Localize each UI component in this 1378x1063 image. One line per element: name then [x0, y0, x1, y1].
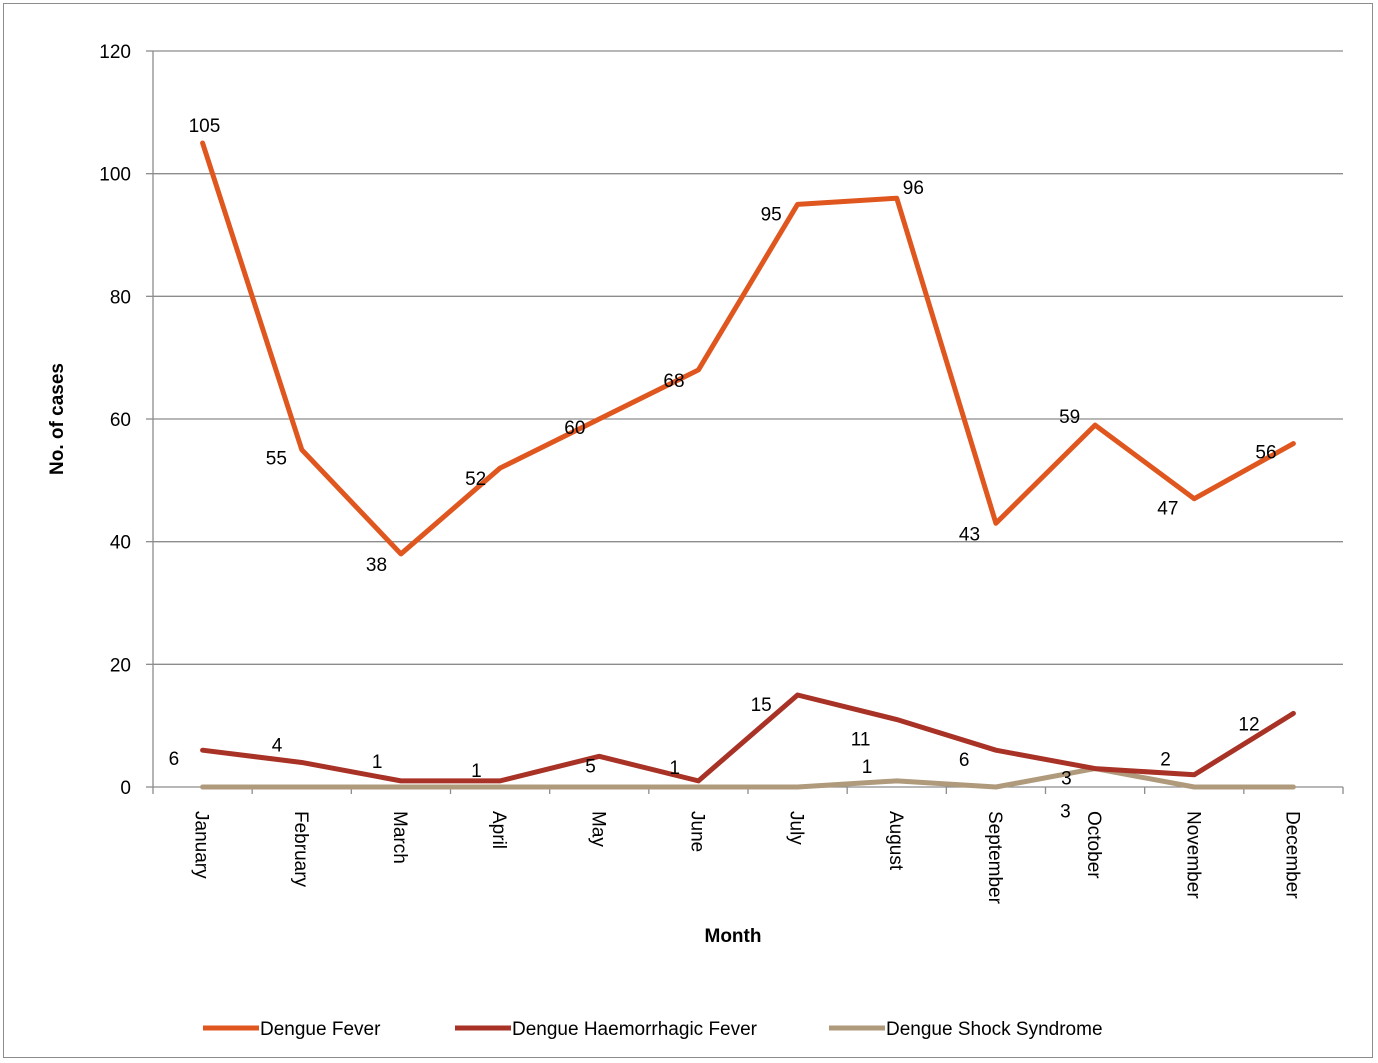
- x-tick-label: March: [389, 811, 410, 864]
- data-label: 56: [1255, 443, 1276, 464]
- x-tick-label: July: [786, 811, 807, 845]
- x-tick-label: October: [1083, 811, 1104, 879]
- chart-frame: [3, 3, 1373, 1058]
- data-label: 2: [1160, 750, 1171, 771]
- x-tick-label: November: [1182, 811, 1203, 899]
- data-label: 11: [851, 730, 871, 751]
- data-label: 68: [663, 371, 684, 392]
- data-label: 3: [1061, 769, 1072, 790]
- data-label: 59: [1059, 407, 1080, 428]
- series-lines: [200, 140, 1296, 790]
- data-label: 1: [862, 757, 873, 778]
- y-tick-label: 120: [99, 42, 131, 63]
- gridlines: [153, 50, 1343, 665]
- data-label: 105: [189, 116, 221, 137]
- x-tick-label: January: [191, 811, 212, 879]
- data-label: 15: [751, 695, 772, 716]
- legend-label: Dengue Haemorrhagic Fever: [512, 1019, 758, 1040]
- y-tick-label: 100: [99, 165, 131, 186]
- data-label: 96: [903, 178, 924, 199]
- data-label: 52: [465, 469, 486, 490]
- data-label: 47: [1157, 499, 1178, 520]
- y-tick-label: 60: [110, 410, 131, 431]
- x-tick-label: August: [885, 811, 906, 871]
- x-tick-label: September: [984, 811, 1005, 905]
- data-label: 43: [959, 524, 980, 545]
- y-tick-label: 40: [110, 533, 131, 554]
- legend-label: Dengue Shock Syndrome: [886, 1019, 1103, 1040]
- data-label: 60: [564, 418, 585, 439]
- x-tick-labels: January February March April May June July Augu…: [191, 811, 1303, 905]
- x-tick-label: December: [1281, 811, 1302, 899]
- x-tick-label: April: [488, 811, 509, 849]
- x-axis-title: Month: [705, 926, 762, 947]
- data-label: 6: [959, 750, 970, 771]
- data-label: 1: [471, 761, 482, 782]
- data-label: 5: [585, 756, 596, 777]
- legend: Dengue Fever Dengue Haemorrhagic Fever Den…: [203, 1019, 1103, 1040]
- y-tick-labels: 0 20 40 60 80 100 120: [99, 42, 131, 799]
- data-label: 1: [669, 758, 680, 779]
- data-label: 95: [761, 204, 782, 225]
- data-label: 55: [266, 449, 287, 470]
- data-label: 3: [1060, 802, 1071, 823]
- axes: [146, 50, 1344, 794]
- y-axis-title: No. of cases: [47, 363, 68, 475]
- data-label: 38: [366, 555, 387, 576]
- x-tick-label: February: [290, 811, 311, 888]
- data-label: 1: [372, 752, 383, 773]
- data-label: 12: [1238, 714, 1259, 735]
- series-line: [200, 140, 1296, 557]
- y-tick-label: 80: [110, 287, 131, 308]
- x-tick-label: June: [686, 811, 707, 852]
- y-tick-label: 0: [120, 778, 131, 799]
- series-line: [200, 692, 1296, 784]
- data-label: 6: [169, 749, 180, 770]
- data-label: 4: [272, 735, 283, 756]
- y-tick-label: 20: [110, 655, 131, 676]
- x-tick-label: May: [587, 811, 608, 847]
- legend-label: Dengue Fever: [260, 1019, 381, 1040]
